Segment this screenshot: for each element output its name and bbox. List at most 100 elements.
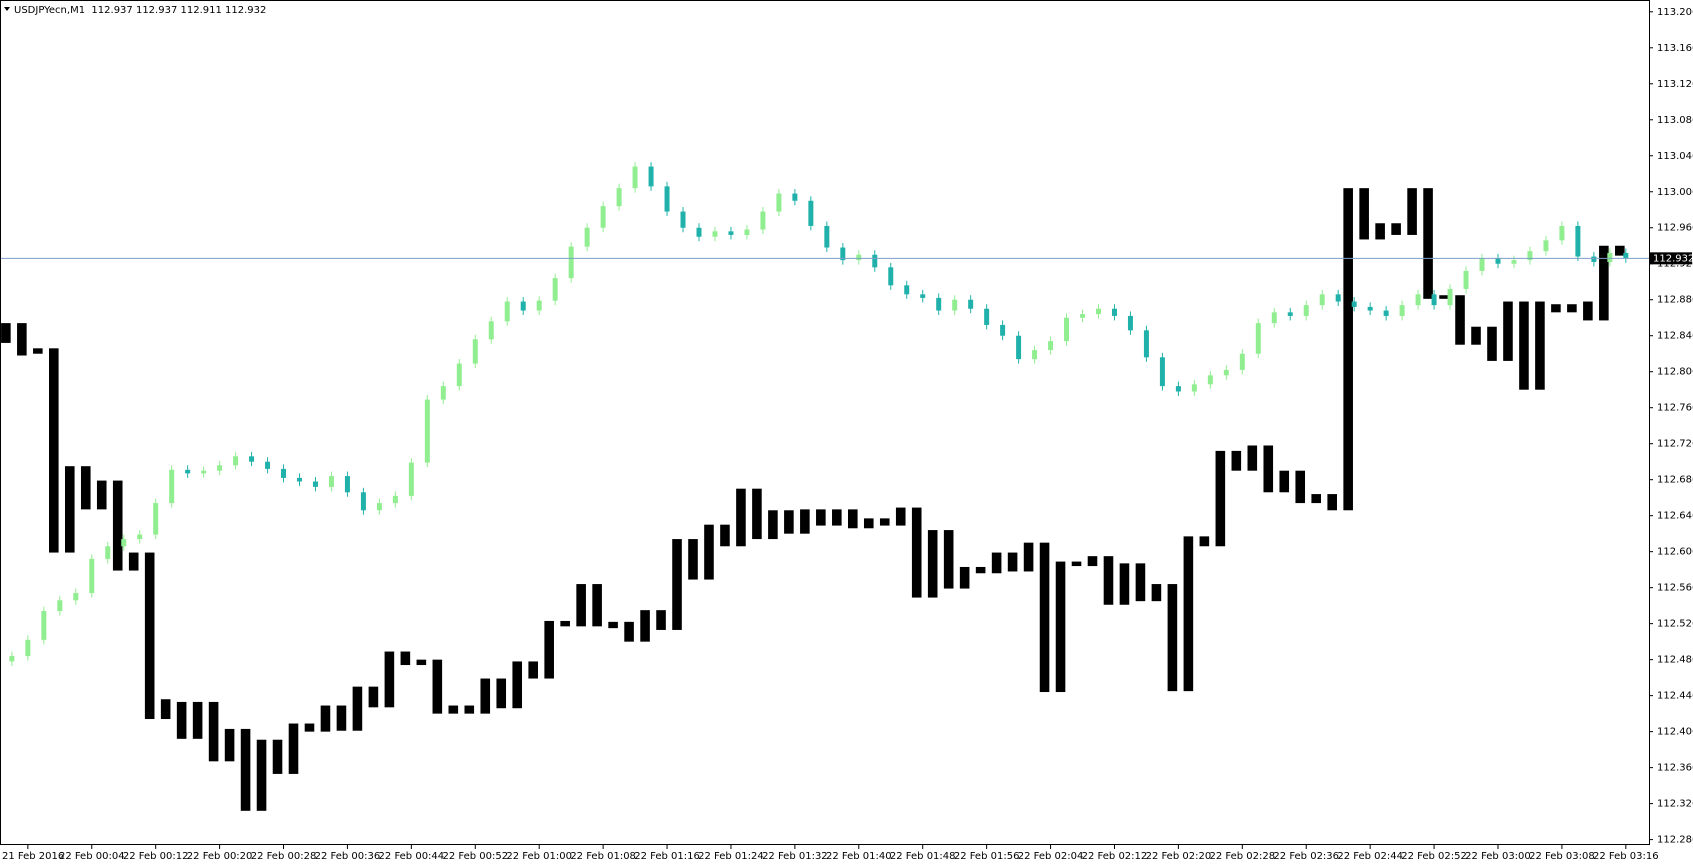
block-bar [480, 678, 491, 714]
block-bar [1, 323, 11, 343]
candle-body [1399, 305, 1405, 316]
block-bar [608, 621, 618, 629]
block-bar [1455, 295, 1465, 345]
x-tick-label: 22 Feb 00:04 [59, 851, 125, 862]
y-tick-label: 112.766 [1657, 403, 1693, 414]
x-tick-label: 22 Feb 02:36 [1273, 851, 1339, 862]
block-bar [352, 686, 363, 731]
block-bar [640, 610, 650, 642]
block-bar [208, 701, 219, 762]
candle-body [57, 600, 63, 612]
candle-body [936, 297, 942, 311]
block-bar [1199, 536, 1210, 547]
x-tick-label: 22 Feb 03:16 [1593, 851, 1659, 862]
candle-body [552, 278, 558, 301]
candle-body [1175, 386, 1181, 392]
candle-body [808, 200, 814, 226]
block-bar [1391, 223, 1401, 235]
candle-body [1064, 317, 1070, 342]
candle-body [121, 539, 127, 547]
price-label-box [1650, 252, 1692, 265]
x-tick-label: 22 Feb 00:44 [379, 851, 445, 862]
block-bar [768, 510, 778, 540]
chart-title: USDJPYecn,M1 112.937 112.937 112.911 112… [14, 5, 266, 16]
candle-body [792, 193, 798, 201]
candle-body [1431, 294, 1437, 306]
candle-body [1367, 306, 1373, 311]
candle-body [728, 231, 734, 235]
candle-body [408, 462, 414, 496]
block-bar [1247, 445, 1258, 471]
candle-body [73, 593, 79, 601]
candle-body [488, 321, 494, 340]
candle-body [1191, 384, 1197, 392]
candle-body [297, 477, 303, 482]
block-bar [1311, 494, 1322, 504]
block-bar [1103, 556, 1114, 605]
candle-body [360, 492, 366, 511]
candle-body [1271, 312, 1277, 324]
candle-body [856, 254, 862, 261]
block-bar [1583, 301, 1593, 321]
x-tick-label: 22 Feb 01:40 [826, 851, 892, 862]
candle-body [440, 386, 446, 400]
block-bar [144, 552, 155, 720]
y-tick-label: 113.166 [1657, 43, 1693, 54]
block-bar [1279, 470, 1290, 493]
block-bar [544, 620, 554, 679]
candle-body [968, 299, 974, 309]
block-bar [1071, 561, 1082, 567]
candle-body [376, 503, 382, 511]
block-bar [528, 661, 538, 679]
candle-body [281, 468, 287, 478]
block-bar [1407, 188, 1417, 235]
block-bar [1055, 561, 1066, 693]
block-bar [1007, 552, 1018, 572]
block-bar [1231, 450, 1242, 471]
x-tick-label: 22 Feb 02:44 [1337, 851, 1403, 862]
candle-body [712, 231, 718, 237]
y-tick-label: 112.446 [1657, 691, 1693, 702]
block-bar [672, 539, 682, 630]
candle-body [760, 211, 766, 230]
x-tick-label: 22 Feb 01:48 [890, 851, 956, 862]
block-bar [112, 480, 123, 571]
y-tick-label: 112.846 [1657, 331, 1693, 342]
candle-body [648, 166, 654, 187]
candle-body [1111, 308, 1117, 316]
candle-body [1351, 301, 1357, 307]
block-bar [895, 507, 906, 526]
block-bar [464, 705, 475, 714]
block-bar [192, 701, 203, 739]
block-bar [432, 659, 443, 714]
y-tick-label: 112.726 [1657, 439, 1693, 450]
candle-body [824, 225, 830, 248]
block-bar [879, 518, 890, 526]
block-bar [1327, 494, 1337, 511]
block-bar [1215, 450, 1226, 547]
block-bar [688, 539, 698, 580]
candle-body [1207, 375, 1213, 385]
candle-body [888, 267, 894, 286]
block-bar [17, 323, 27, 356]
candle-body [1127, 315, 1133, 331]
y-tick-label: 112.286 [1657, 835, 1693, 846]
candle-body [920, 294, 926, 298]
candle-body [1575, 225, 1581, 257]
x-tick-label: 22 Feb 02:04 [1018, 851, 1084, 862]
candle-body [904, 285, 910, 295]
block-bar [1471, 326, 1481, 345]
candle-body [9, 656, 15, 662]
block-bar [224, 728, 235, 762]
candle-body [1511, 260, 1517, 264]
candle-body [1527, 251, 1533, 261]
block-bar [64, 466, 75, 553]
candle-body [153, 503, 159, 535]
candle-body [776, 193, 782, 212]
candle-body [1463, 270, 1469, 289]
block-bar [1375, 223, 1385, 240]
block-bar [1295, 470, 1306, 504]
block-bar [1183, 536, 1194, 692]
x-tick-label: 22 Feb 00:12 [123, 851, 189, 862]
